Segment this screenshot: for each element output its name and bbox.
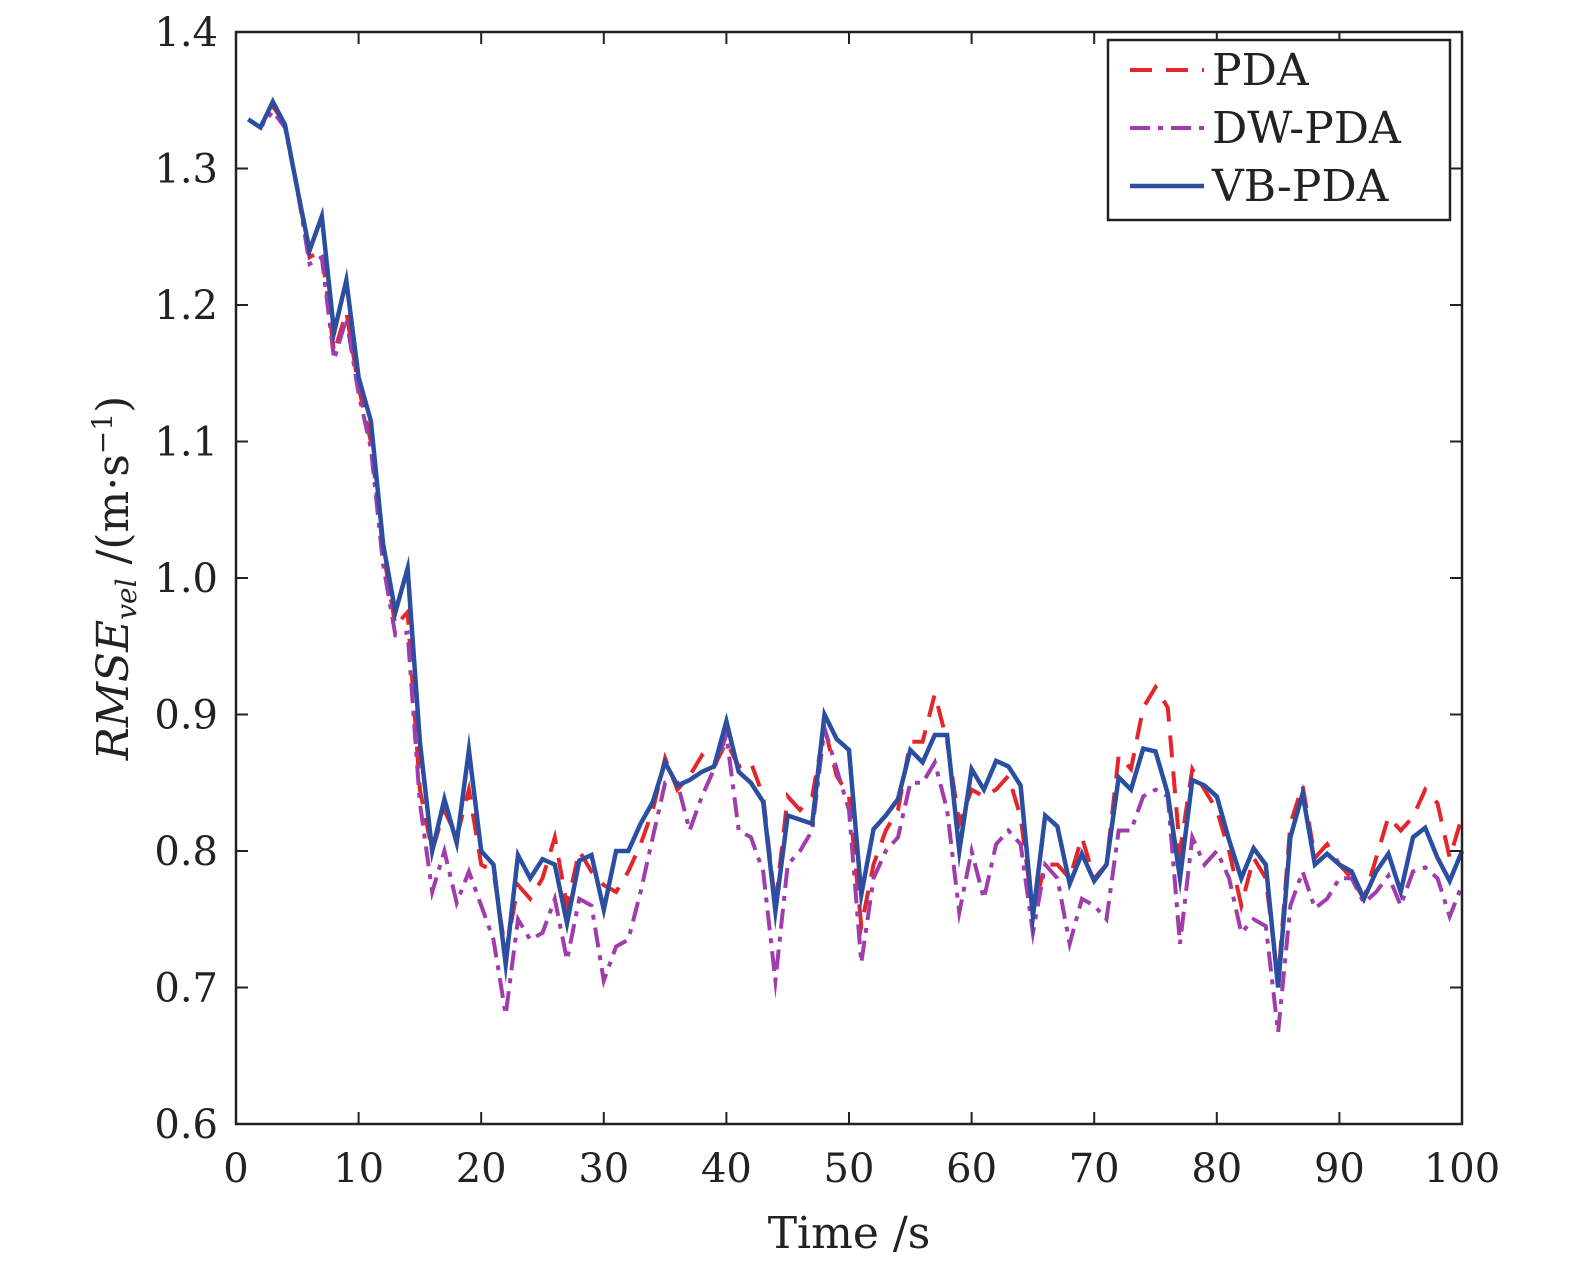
- x-axis-ticks: 0 10 20 30 40 50 60 70 80 90 100: [223, 32, 1500, 1192]
- y-tick-label: 1.1: [154, 420, 218, 466]
- y-tick-label: 1.4: [154, 10, 218, 56]
- y-tick-label: 1.2: [154, 283, 218, 329]
- x-tick-label: 70: [1069, 1146, 1120, 1192]
- legend: PDA DW-PDA VB-PDA: [1106, 38, 1452, 222]
- x-axis-title: Time /s: [768, 1208, 931, 1259]
- x-tick-label: 20: [456, 1146, 507, 1192]
- legend-label-dw-pda: DW-PDA: [1212, 103, 1402, 154]
- y-axis-ticks: 0.6 0.7 0.8 0.9 1.0 1.1 1.2 1.3 1.4: [154, 10, 1462, 1148]
- x-tick-label: 40: [701, 1146, 752, 1192]
- series-line-dw-pda: [247, 107, 1464, 1052]
- x-tick-label: 90: [1314, 1146, 1365, 1192]
- x-tick-label: 10: [333, 1146, 384, 1192]
- x-tick-label: 0: [223, 1146, 248, 1192]
- y-axis-title-main: RMSE: [88, 620, 139, 761]
- y-axis-title-unit-close: ): [88, 396, 139, 413]
- series-layer: [247, 96, 1465, 1052]
- y-tick-label: 1.3: [154, 147, 218, 193]
- x-tick-label: 60: [946, 1146, 997, 1192]
- x-tick-label: 30: [578, 1146, 629, 1192]
- x-tick-label: 80: [1191, 1146, 1242, 1192]
- legend-box: [1106, 38, 1452, 222]
- y-tick-label: 1.0: [154, 556, 218, 602]
- y-tick-label: 0.9: [154, 693, 218, 739]
- legend-label-vb-pda: VB-PDA: [1211, 161, 1390, 212]
- y-tick-label: 0.8: [154, 829, 218, 875]
- y-tick-label: 0.6: [154, 1102, 218, 1148]
- x-tick-label: 50: [824, 1146, 875, 1192]
- y-axis-title-unit-open: /(m·s: [88, 454, 139, 578]
- legend-label-pda: PDA: [1212, 45, 1310, 96]
- x-tick-label: 100: [1424, 1146, 1500, 1192]
- y-axis-title-subscript: vel: [110, 578, 143, 619]
- y-axis-title-unit-sup: −1: [86, 413, 119, 454]
- y-tick-label: 0.7: [154, 966, 218, 1012]
- series-line-vb-pda: [247, 96, 1465, 988]
- y-axis-title: RMSEvel /(m·s−1): [86, 396, 143, 762]
